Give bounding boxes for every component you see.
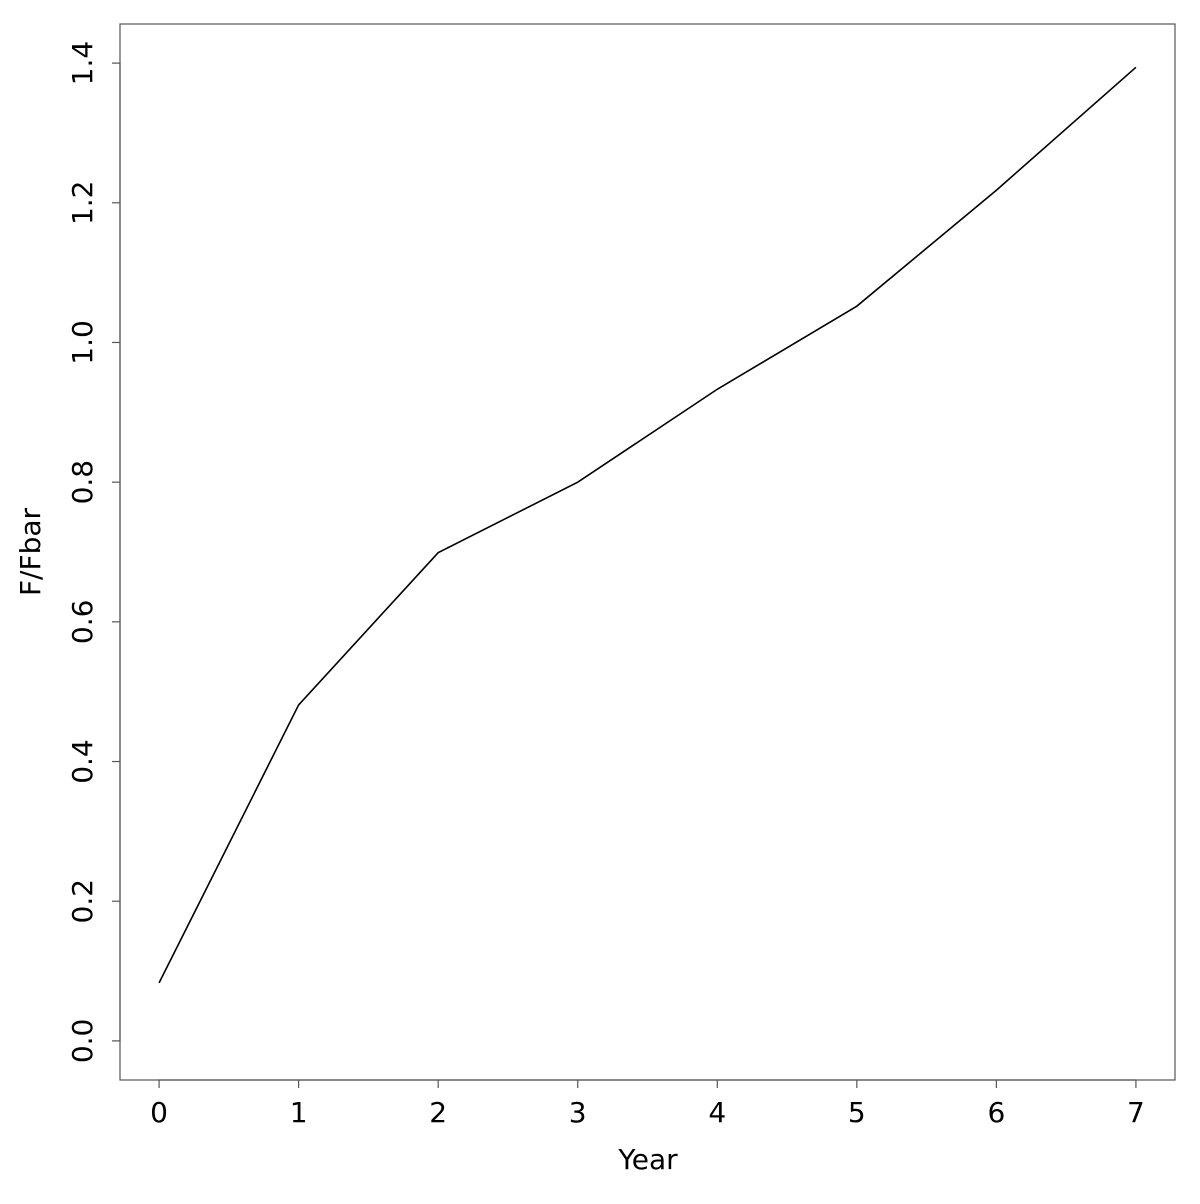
x-tick-label: 5 bbox=[848, 1096, 866, 1129]
y-tick-label: 1.2 bbox=[66, 181, 99, 226]
data-line bbox=[158, 66, 1137, 984]
y-tick-label: 1.4 bbox=[66, 41, 99, 86]
y-axis-title: F/Fbar bbox=[14, 507, 47, 596]
x-tick-label: 7 bbox=[1127, 1096, 1145, 1129]
y-tick-label: 0.0 bbox=[66, 1019, 99, 1064]
x-tick-label: 4 bbox=[708, 1096, 726, 1129]
y-tick-label: 0.8 bbox=[66, 460, 99, 505]
x-tick-label: 1 bbox=[290, 1096, 308, 1129]
x-tick-label: 3 bbox=[569, 1096, 587, 1129]
x-tick-label: 2 bbox=[429, 1096, 447, 1129]
y-tick-label: 1.0 bbox=[66, 320, 99, 365]
x-axis-title: Year bbox=[617, 1143, 678, 1176]
x-tick-label: 6 bbox=[987, 1096, 1005, 1129]
y-tick-label: 0.4 bbox=[66, 739, 99, 784]
y-tick-label: 0.2 bbox=[66, 879, 99, 924]
plot-box bbox=[119, 23, 1176, 1081]
y-tick-label: 0.6 bbox=[66, 600, 99, 645]
x-tick-label: 0 bbox=[150, 1096, 168, 1129]
